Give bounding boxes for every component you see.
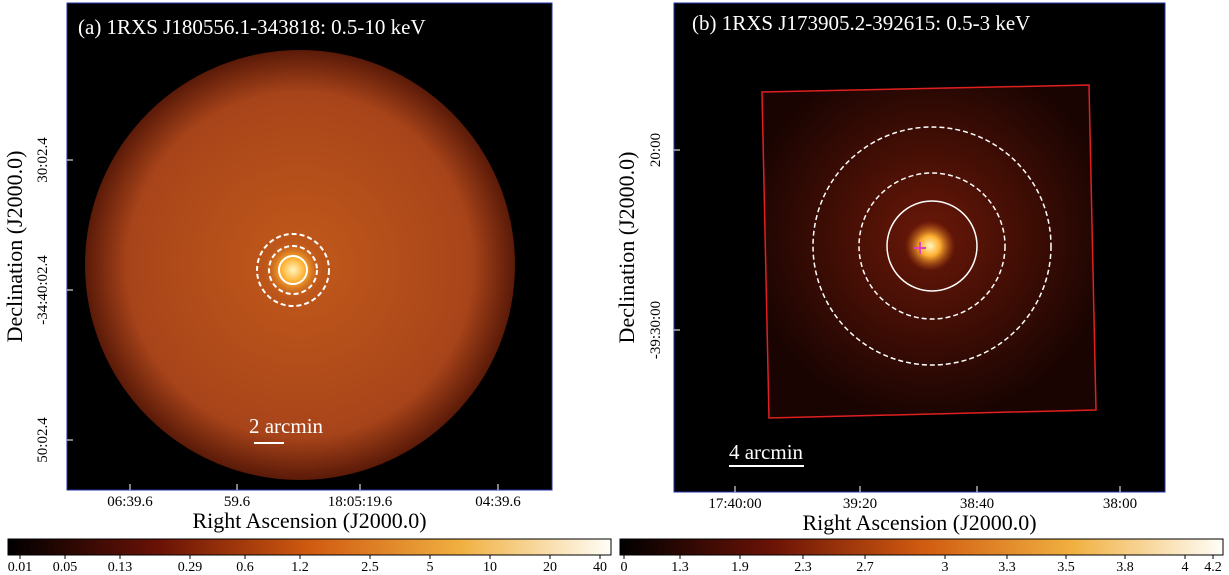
x-tick-label: 06:39.6 — [107, 494, 153, 510]
colorbar-label: 2.7 — [856, 560, 874, 575]
x-axis-label: Right Ascension (J2000.0) — [192, 508, 426, 533]
colorbar-label: 3.3 — [998, 560, 1016, 575]
colorbar-label: 0.01 — [8, 560, 33, 575]
colorbar-label: 3.5 — [1057, 560, 1075, 575]
colorbar-label: 4 — [1182, 560, 1189, 575]
y-axis-label: Declination (J2000.0) — [2, 151, 27, 343]
colorbar-label: 1.9 — [731, 560, 749, 575]
source — [263, 240, 323, 300]
scale-bar-label: 4 arcmin — [729, 440, 804, 464]
colorbar-label: 0.05 — [53, 560, 78, 575]
x-axis-label: Right Ascension (J2000.0) — [802, 510, 1036, 535]
colorbar — [8, 539, 611, 555]
colorbar-label: 3 — [942, 560, 949, 575]
panel-title: (b) 1RXS J173905.2-392615: 0.5-3 keV — [692, 11, 1030, 35]
x-tick-label: 04:39.6 — [475, 494, 521, 510]
y-tick-label: 50:02.4 — [35, 417, 51, 463]
figure: (a) 1RXS J180556.1-343818: 0.5-10 keV 2 a… — [0, 0, 1229, 575]
colorbar — [620, 539, 1223, 555]
colorbar-label: 0 — [621, 560, 628, 575]
colorbar-label: 4.2 — [1204, 560, 1222, 575]
colorbar-label: 2.5 — [361, 560, 379, 575]
colorbar-label: 0.13 — [108, 560, 133, 575]
x-tick-label: 18:05:19.6 — [328, 494, 393, 510]
colorbar-label: 0.29 — [178, 560, 203, 575]
y-tick-label: -39:30:00 — [648, 301, 664, 359]
colorbar-label: 2.3 — [794, 560, 812, 575]
y-tick-label: 30:02.4 — [35, 137, 51, 183]
colorbar-label: 1.2 — [291, 560, 309, 575]
colorbar-label: 3.8 — [1116, 560, 1134, 575]
y-tick-label: -34:40:02.4 — [35, 255, 51, 325]
colorbar-label: 20 — [543, 560, 557, 575]
x-tick-label: 38:00 — [1103, 496, 1137, 512]
x-tick-label: 17:40:00 — [708, 496, 761, 512]
colorbar-label: 10 — [483, 560, 497, 575]
y-tick-label: 20:00 — [648, 133, 664, 167]
colorbar-label: 5 — [427, 560, 434, 575]
x-tick-label: 38:40 — [960, 496, 994, 512]
panel-title: (a) 1RXS J180556.1-343818: 0.5-10 keV — [78, 15, 426, 39]
y-axis-label: Declination (J2000.0) — [614, 152, 639, 344]
x-tick-label: 39:20 — [843, 496, 877, 512]
x-tick-label: 59.6 — [224, 494, 251, 510]
source — [905, 221, 955, 271]
colorbar-label: 1.3 — [671, 560, 689, 575]
colorbar-label: 0.6 — [236, 560, 254, 575]
colorbar-label: 40 — [593, 560, 607, 575]
scale-bar-label: 2 arcmin — [249, 414, 324, 438]
